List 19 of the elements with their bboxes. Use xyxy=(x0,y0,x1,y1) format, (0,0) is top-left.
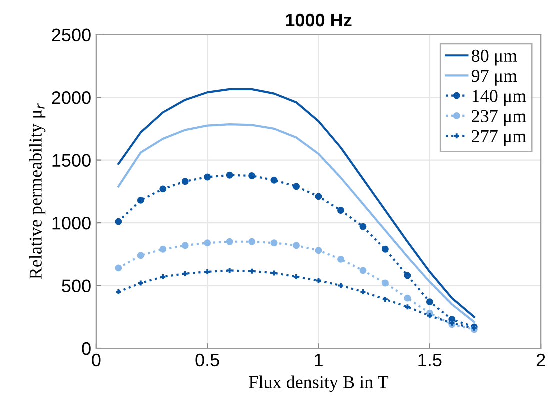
legend-label: 277 μm xyxy=(472,130,526,146)
legend-label: 97 μm xyxy=(472,70,518,86)
legend-label: 140 μm xyxy=(472,90,526,106)
y-tick-label: 500 xyxy=(62,280,91,292)
y-tick-label: 1500 xyxy=(52,154,91,168)
y-tick-label: 2000 xyxy=(52,92,91,104)
x-tick-label: 2 xyxy=(536,354,546,366)
x-tick-label: 0 xyxy=(92,354,101,367)
legend-label: 80 μm xyxy=(472,50,518,66)
legend-label: 237 μm xyxy=(472,110,526,126)
y-tick-label: 1000 xyxy=(52,216,91,230)
x-tick-label: 1 xyxy=(315,354,323,366)
y-tick-label: 2500 xyxy=(52,28,91,42)
x-tick-label: 1.5 xyxy=(418,354,442,367)
x-axis-title: Flux density B in T xyxy=(249,376,389,392)
x-tick-label: 0.5 xyxy=(196,354,220,367)
chart-title: 1000 Hz xyxy=(286,14,352,27)
y-tick-label: 0 xyxy=(82,342,91,356)
y-axis-title: Relative permeability μ$_{r}$ xyxy=(29,104,46,280)
